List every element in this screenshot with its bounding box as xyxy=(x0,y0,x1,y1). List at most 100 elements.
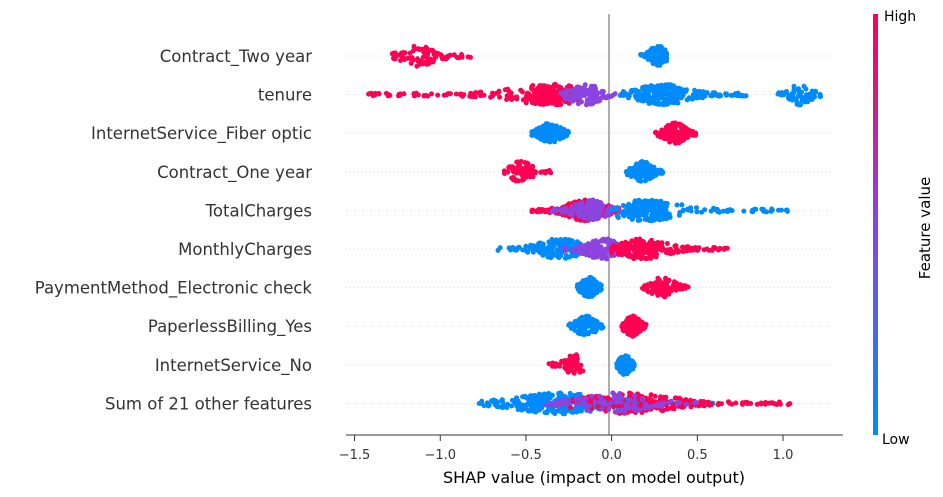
shap-point xyxy=(619,395,625,401)
shap-point xyxy=(655,213,661,219)
shap-point xyxy=(644,163,650,169)
shap-point xyxy=(648,404,654,410)
shap-point xyxy=(435,50,441,56)
shap-point xyxy=(674,202,680,208)
shap-point xyxy=(504,97,510,102)
shap-point xyxy=(387,92,393,98)
shap-point xyxy=(581,316,586,322)
shap-point xyxy=(570,207,576,212)
shap-point xyxy=(680,249,686,254)
x-tick-label: −1.0 xyxy=(424,448,456,463)
shap-point xyxy=(695,247,701,253)
shap-point xyxy=(664,127,670,133)
shap-point xyxy=(750,209,756,215)
shap-point xyxy=(589,393,595,399)
shap-point xyxy=(545,168,551,174)
shap-point xyxy=(488,94,494,100)
shap-point xyxy=(641,286,647,292)
shap-point xyxy=(589,198,595,203)
shap-point xyxy=(582,82,588,88)
shap-point xyxy=(651,89,657,95)
shap-point xyxy=(637,254,643,260)
shap-point xyxy=(628,314,634,320)
shap-point xyxy=(597,244,603,250)
shap-point xyxy=(791,83,797,89)
shap-point xyxy=(657,217,663,223)
shap-point xyxy=(552,89,558,95)
shap-point xyxy=(619,240,625,246)
shap-point xyxy=(681,137,687,143)
shap-point xyxy=(473,90,479,96)
shap-point xyxy=(664,50,669,56)
shap-point xyxy=(599,205,605,211)
shap-point xyxy=(659,170,665,176)
shap-point xyxy=(636,93,642,99)
shap-point xyxy=(636,162,642,168)
shap-point xyxy=(631,361,637,367)
shap-point xyxy=(568,405,574,410)
shap-point xyxy=(603,95,609,101)
shap-point xyxy=(391,55,396,61)
shap-point xyxy=(583,242,589,248)
shap-point xyxy=(560,359,566,365)
shap-point xyxy=(553,409,559,414)
shap-point xyxy=(544,409,550,415)
shap-point xyxy=(564,361,570,367)
shap-point xyxy=(555,94,561,100)
shap-point xyxy=(508,94,514,100)
shap-point xyxy=(609,247,615,253)
shap-point xyxy=(631,248,637,254)
shap-point xyxy=(809,88,815,94)
shap-point xyxy=(610,92,616,98)
shap-point xyxy=(627,166,633,172)
shap-point xyxy=(401,91,407,97)
shap-point xyxy=(568,392,574,398)
shap-point xyxy=(779,207,784,213)
shap-point xyxy=(553,130,559,136)
shap-point xyxy=(676,400,682,406)
shap-point xyxy=(548,250,554,256)
shap-point xyxy=(541,86,547,92)
shap-point xyxy=(635,168,641,173)
shap-point xyxy=(577,243,583,249)
shap-point xyxy=(632,393,638,399)
x-tick-label: −0.5 xyxy=(510,448,542,463)
shap-point xyxy=(445,54,451,60)
shap-point xyxy=(367,91,373,97)
shap-point xyxy=(733,400,739,406)
shap-point xyxy=(548,407,554,412)
shap-point xyxy=(566,83,572,89)
shap-point xyxy=(570,238,575,244)
shap-point xyxy=(572,90,578,96)
shap-point xyxy=(664,284,670,290)
shap-point xyxy=(504,405,510,411)
shap-point xyxy=(620,210,626,216)
shap-point xyxy=(661,136,667,142)
shap-point xyxy=(651,282,657,288)
colorbar xyxy=(873,14,878,435)
shap-point xyxy=(512,246,518,252)
shap-point xyxy=(537,100,543,106)
shap-point xyxy=(656,87,662,93)
shap-point xyxy=(638,178,644,184)
shap-point xyxy=(509,397,515,403)
shap-point xyxy=(647,48,653,54)
shap-point xyxy=(532,128,538,134)
shap-point xyxy=(675,94,680,100)
shap-point xyxy=(701,403,707,409)
shap-point xyxy=(586,217,592,223)
shap-point xyxy=(600,324,606,330)
shap-point xyxy=(529,84,535,90)
shap-point xyxy=(525,161,531,167)
shap-point xyxy=(422,59,428,65)
shap-point xyxy=(672,120,678,126)
shap-point xyxy=(570,98,576,104)
shap-point xyxy=(515,160,521,166)
shap-point xyxy=(727,400,732,406)
shap-point xyxy=(575,247,581,253)
shap-point xyxy=(573,352,579,358)
shap-point xyxy=(589,323,595,329)
shap-point xyxy=(676,248,682,254)
shap-point xyxy=(518,87,524,93)
